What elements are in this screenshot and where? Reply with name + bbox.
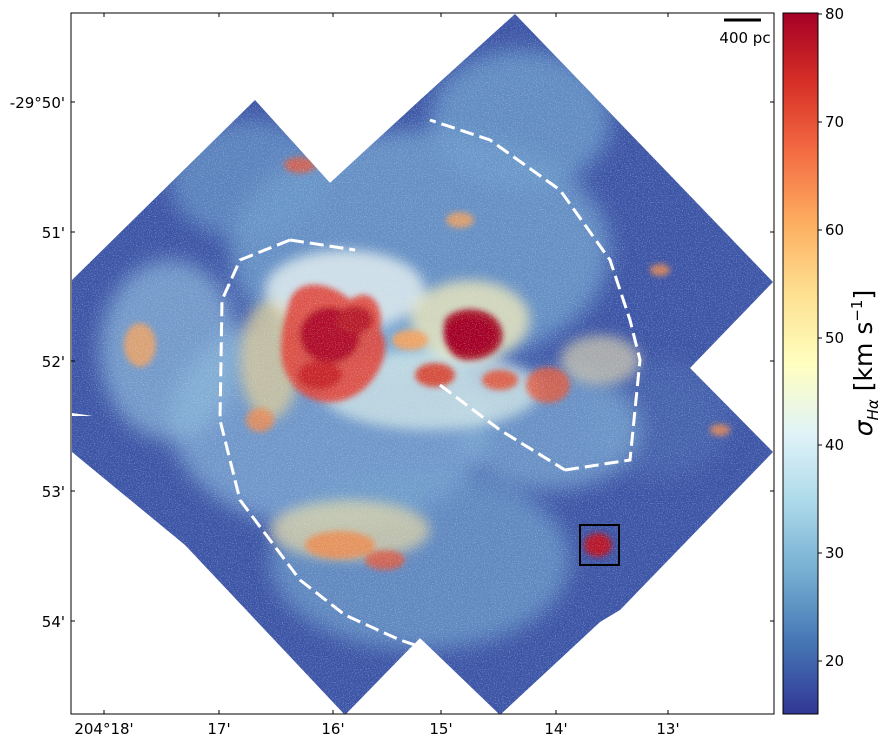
dec-tick-label: -29°50' (10, 94, 65, 112)
colorbar-tick-label: 80 (825, 5, 844, 23)
dashed-boundary-contour (218, 118, 642, 652)
ra-tick-label: 204°18' (74, 720, 133, 738)
ra-tick-label: 15' (429, 720, 452, 738)
colorbar-tick-label: 40 (825, 436, 844, 454)
region-box (579, 524, 620, 566)
ra-tick-label: 16' (321, 720, 344, 738)
dec-tick-label: 51' (42, 224, 65, 242)
colorbar-tick-label: 60 (825, 221, 844, 239)
colorbar-label: σHα[km s−1] (848, 290, 882, 436)
colorbar-tick-label: 30 (825, 544, 844, 562)
dec-tick-label: 54' (42, 613, 65, 631)
scale-bar-label: 400 pc (719, 29, 770, 47)
dashed-boundary-inner (289, 238, 566, 472)
ra-axis (103, 13, 669, 714)
colorbar-tick-label: 20 (825, 652, 844, 670)
colorbar-tick-label: 70 (825, 113, 844, 131)
colorbar-ticks (818, 13, 822, 662)
colorbar (782, 12, 819, 715)
ra-tick-label: 17' (207, 720, 230, 738)
ra-tick-label: 14' (544, 720, 567, 738)
colorbar-tick-label: 50 (825, 329, 844, 347)
dec-tick-label: 52' (42, 353, 65, 371)
ra-tick-label: 13' (656, 720, 679, 738)
dec-axis (71, 101, 774, 622)
dec-tick-label: 53' (42, 483, 65, 501)
